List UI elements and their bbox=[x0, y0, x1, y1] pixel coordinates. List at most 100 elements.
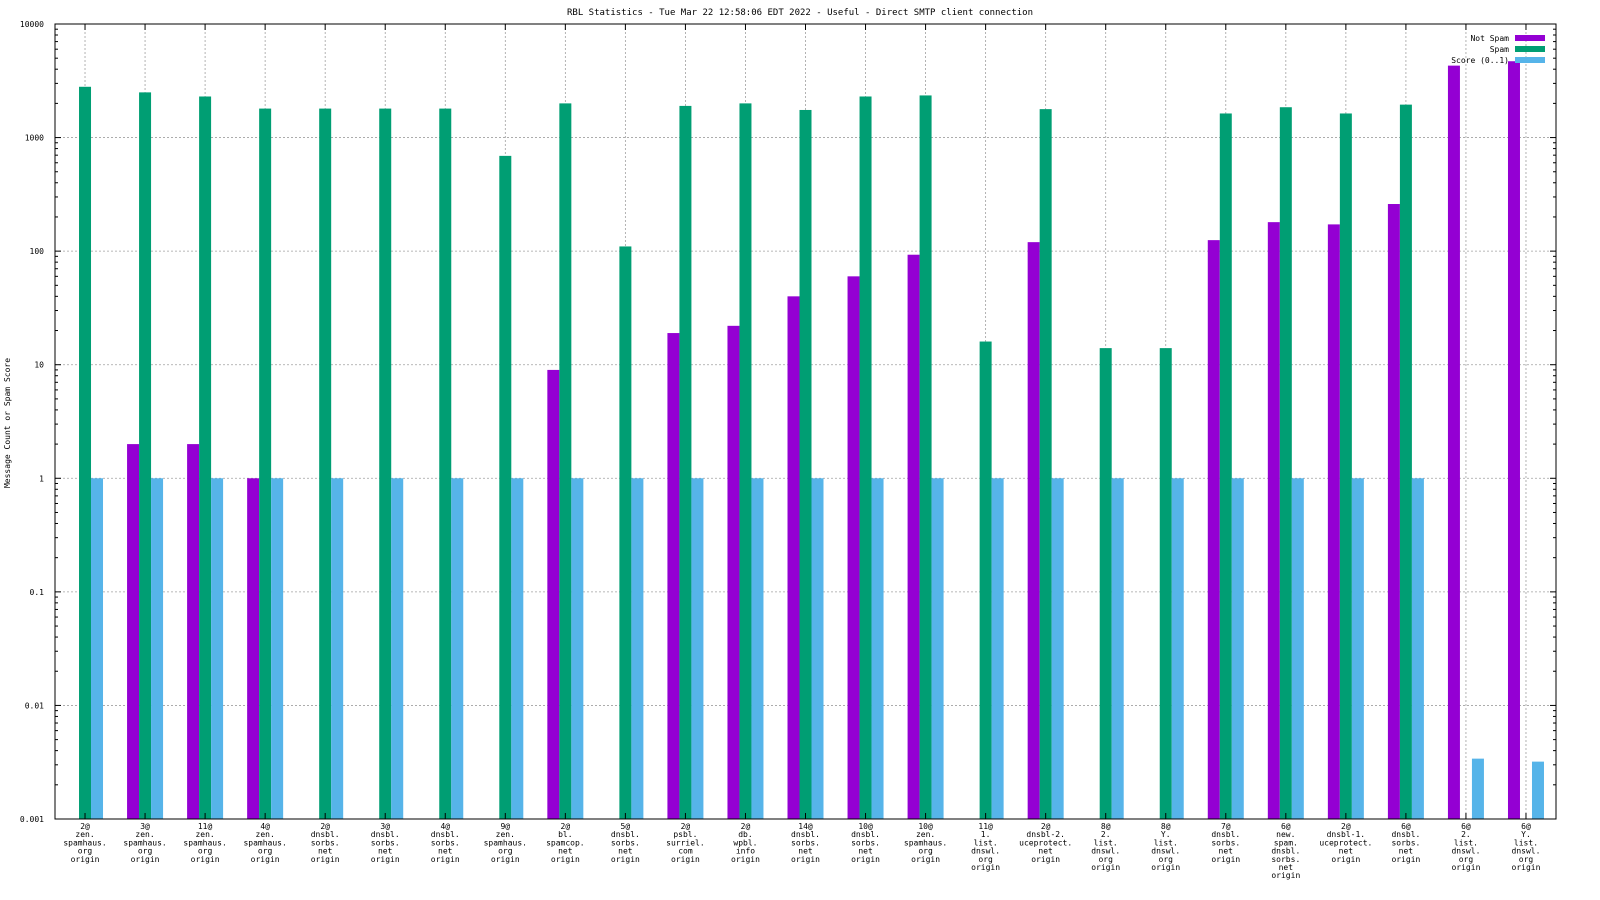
x-tick-label: 2@ psbl. surriel. com origin bbox=[666, 822, 705, 864]
bar-not-spam bbox=[1327, 224, 1340, 819]
bar-score-0-1 bbox=[1171, 478, 1184, 819]
bar-not-spam bbox=[1267, 222, 1280, 820]
bar-score-0-1 bbox=[811, 478, 824, 819]
plot-border bbox=[54, 23, 1557, 820]
bar-spam bbox=[79, 86, 92, 819]
bar-score-0-1 bbox=[1471, 758, 1484, 819]
x-tick-label: 2@ bl. spamcop. net origin bbox=[546, 822, 585, 864]
legend-swatch bbox=[1515, 35, 1545, 41]
bar-score-0-1 bbox=[751, 478, 764, 819]
bar-spam bbox=[559, 103, 572, 820]
bar-not-spam bbox=[727, 325, 740, 819]
bar-not-spam bbox=[667, 333, 680, 819]
bar-spam bbox=[199, 96, 212, 819]
bar-spam bbox=[679, 105, 692, 820]
bar-score-0-1 bbox=[391, 478, 404, 819]
bar-spam bbox=[619, 246, 632, 819]
bar-spam bbox=[139, 92, 152, 819]
x-tick-label: 2@ dnsbl-1. uceprotect. net origin bbox=[1319, 822, 1372, 864]
bar-spam bbox=[919, 95, 932, 820]
bar-spam bbox=[1039, 109, 1052, 820]
bar-score-0-1 bbox=[91, 478, 104, 819]
x-tick-label: 6@ Y. list. dnswl. org origin bbox=[1512, 822, 1541, 872]
bar-score-0-1 bbox=[931, 478, 944, 819]
y-tick-label: 0.001 bbox=[20, 815, 44, 824]
bar-score-0-1 bbox=[1531, 761, 1544, 819]
bar-spam bbox=[1099, 348, 1112, 819]
bar-score-0-1 bbox=[1231, 478, 1244, 819]
bar-not-spam bbox=[127, 444, 140, 819]
x-tick-label: 11@ 1. list. dnswl. org origin bbox=[971, 822, 1000, 872]
bar-spam bbox=[1399, 104, 1412, 820]
legend-label: Not Spam bbox=[1470, 34, 1509, 43]
bar-spam bbox=[379, 108, 392, 819]
bar-score-0-1 bbox=[211, 478, 224, 819]
bar-score-0-1 bbox=[1411, 478, 1424, 819]
x-tick-label: 10@ dnsbl. sorbs. net origin bbox=[851, 822, 880, 864]
bar-spam bbox=[739, 103, 752, 820]
tick-labels: 0.001 0.01 0.1 1 10 100 1000 10000 2@ zen. spamhau… bbox=[20, 20, 1541, 880]
bar-spam bbox=[859, 96, 872, 819]
bar-not-spam bbox=[1027, 242, 1040, 819]
bar-not-spam bbox=[247, 478, 260, 819]
bar-not-spam bbox=[787, 296, 800, 819]
bars bbox=[79, 61, 1544, 820]
bar-score-0-1 bbox=[571, 478, 584, 819]
bar-not-spam bbox=[907, 254, 920, 819]
bar-not-spam bbox=[847, 276, 860, 820]
x-tick-label: 6@ new. spam. dnsbl. sorbs. net origin bbox=[1271, 822, 1300, 880]
bar-spam bbox=[259, 108, 272, 819]
legend: Not Spam Spam Score (0..1) bbox=[1451, 34, 1545, 65]
legend-swatch bbox=[1515, 57, 1545, 63]
plot-frame bbox=[54, 23, 1557, 820]
bar-score-0-1 bbox=[271, 478, 284, 819]
y-tick-label: 0.01 bbox=[25, 701, 44, 710]
bar-spam bbox=[319, 108, 332, 819]
y-tick-label: 0.1 bbox=[30, 588, 45, 597]
bar-not-spam bbox=[187, 444, 200, 819]
bar-spam bbox=[1279, 107, 1292, 820]
x-tick-label: 4@ dnsbl. sorbs. net origin bbox=[431, 822, 460, 864]
bar-spam bbox=[1219, 113, 1232, 820]
bar-not-spam bbox=[547, 369, 560, 819]
x-tick-label: 14@ dnsbl. sorbs. net origin bbox=[791, 822, 820, 864]
y-axis-label: Message Count or Spam Score bbox=[3, 358, 12, 488]
x-tick-label: 2@ db. wpbl. info origin bbox=[731, 822, 760, 864]
bar-not-spam bbox=[1447, 65, 1460, 820]
y-tick-label: 1000 bbox=[25, 134, 44, 143]
chart-title: RBL Statistics - Tue Mar 22 12:58:06 EDT… bbox=[567, 8, 1033, 18]
x-tick-label: 4@ zen. spamhaus. org origin bbox=[243, 822, 286, 864]
x-tick-label: 3@ zen. spamhaus. org origin bbox=[123, 822, 166, 864]
y-tick-label: 100 bbox=[30, 247, 45, 256]
x-tick-label: 11@ zen. spamhaus. org origin bbox=[183, 822, 226, 864]
bar-score-0-1 bbox=[1291, 478, 1304, 819]
legend-label: Spam bbox=[1490, 45, 1509, 54]
bar-spam bbox=[499, 155, 512, 820]
x-tick-label: 7@ dnsbl. sorbs. net origin bbox=[1211, 822, 1240, 864]
x-tick-label: 3@ dnsbl. sorbs. net origin bbox=[371, 822, 400, 864]
x-tick-label: 8@ Y. list. dnswl. org origin bbox=[1151, 822, 1180, 872]
legend-label: Score (0..1) bbox=[1451, 56, 1509, 65]
x-tick-label: 9@ zen. spamhaus. org origin bbox=[484, 822, 527, 864]
bar-spam bbox=[979, 341, 992, 819]
x-tick-label: 8@ 2. list. dnswl. org origin bbox=[1091, 822, 1120, 872]
x-tick-label: 10@ zen. spamhaus. org origin bbox=[904, 822, 947, 864]
bar-score-0-1 bbox=[331, 478, 344, 819]
bar-not-spam bbox=[1387, 204, 1400, 820]
x-tick-label: 2@ dnsbl-2. uceprotect. net origin bbox=[1019, 822, 1072, 864]
x-tick-label: 2@ zen. spamhaus. org origin bbox=[63, 822, 106, 864]
bar-score-0-1 bbox=[1351, 478, 1364, 819]
bar-not-spam bbox=[1507, 61, 1520, 820]
legend-swatch bbox=[1515, 46, 1545, 52]
x-tick-label: 5@ dnsbl. sorbs. net origin bbox=[611, 822, 640, 864]
bar-score-0-1 bbox=[991, 478, 1004, 819]
x-tick-label: 2@ dnsbl. sorbs. net origin bbox=[311, 822, 340, 864]
y-tick-label: 10 bbox=[34, 361, 44, 370]
bar-score-0-1 bbox=[1111, 478, 1124, 819]
x-tick-label: 6@ 2. list. dnswl. org origin bbox=[1451, 822, 1480, 872]
bar-spam bbox=[1339, 113, 1352, 820]
bar-spam bbox=[799, 109, 812, 820]
bar-score-0-1 bbox=[151, 478, 164, 819]
bar-score-0-1 bbox=[1051, 478, 1064, 819]
